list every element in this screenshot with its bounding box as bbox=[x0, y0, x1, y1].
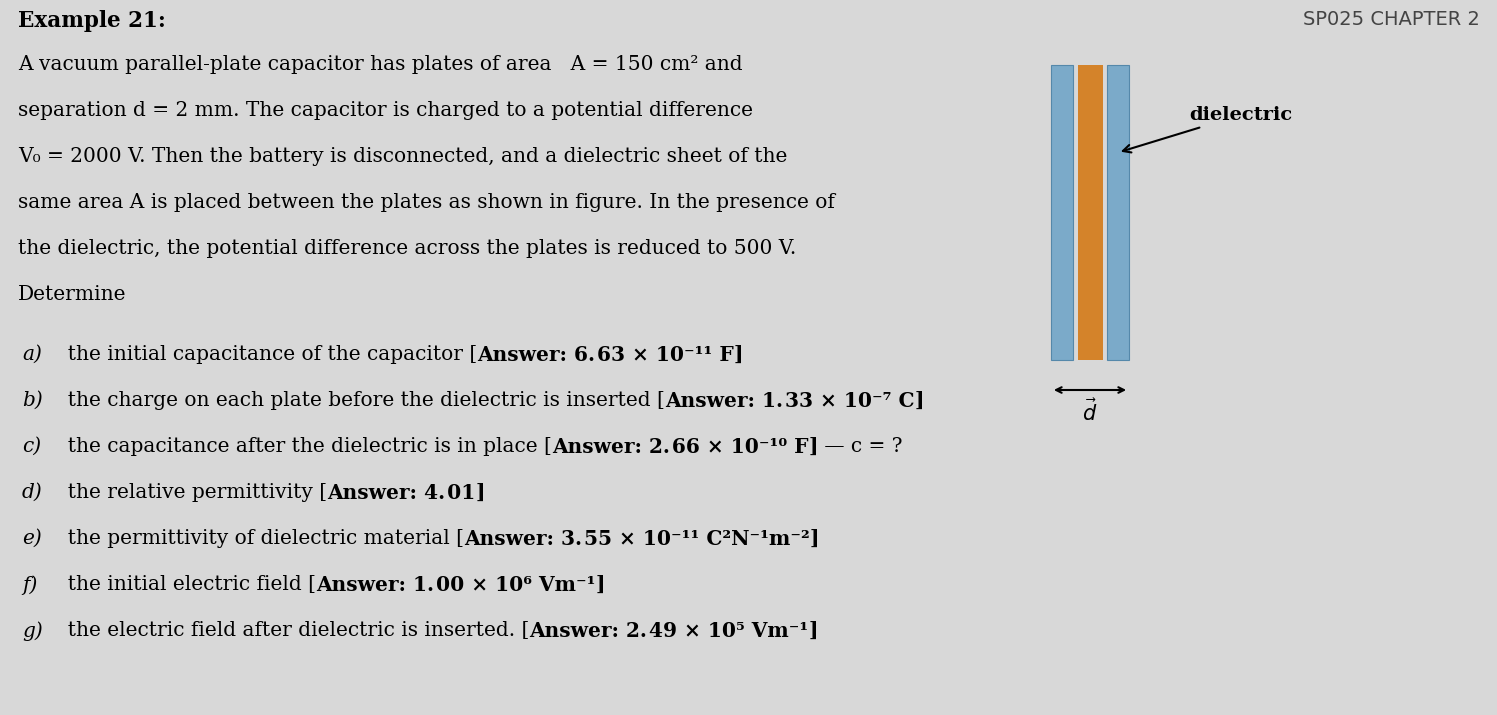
Text: dielectric: dielectric bbox=[1123, 106, 1292, 152]
Text: ]: ] bbox=[810, 529, 819, 549]
Text: Answer: 3. 55 × 10⁻¹¹ C²N⁻¹m⁻²: Answer: 3. 55 × 10⁻¹¹ C²N⁻¹m⁻² bbox=[464, 529, 810, 549]
Text: ]: ] bbox=[476, 483, 485, 503]
Text: V₀ = 2000 V. Then the battery is disconnected, and a dielectric sheet of the: V₀ = 2000 V. Then the battery is disconn… bbox=[18, 147, 787, 166]
Text: b): b) bbox=[22, 391, 43, 410]
Text: Answer: 1. 33 × 10⁻⁷ C: Answer: 1. 33 × 10⁻⁷ C bbox=[665, 391, 915, 411]
Text: Answer: 4. 01: Answer: 4. 01 bbox=[328, 483, 476, 503]
Text: Answer: 1. 00 × 10⁶ Vm⁻¹: Answer: 1. 00 × 10⁶ Vm⁻¹ bbox=[316, 575, 596, 595]
Text: Answer: 2. 49 × 10⁵ Vm⁻¹: Answer: 2. 49 × 10⁵ Vm⁻¹ bbox=[530, 621, 808, 641]
Text: Answer: 2. 66 × 10⁻¹⁰ F: Answer: 2. 66 × 10⁻¹⁰ F bbox=[552, 437, 808, 457]
Text: the initial electric field [: the initial electric field [ bbox=[55, 575, 316, 594]
Text: d): d) bbox=[22, 483, 43, 502]
Text: same area A is placed between the plates as shown in figure. In the presence of: same area A is placed between the plates… bbox=[18, 193, 835, 212]
Text: the initial capacitance of the capacitor [: the initial capacitance of the capacitor… bbox=[55, 345, 478, 364]
Text: g): g) bbox=[22, 621, 43, 641]
Bar bbox=[1051, 65, 1073, 360]
Text: Answer: 6. 63 × 10⁻¹¹ F: Answer: 6. 63 × 10⁻¹¹ F bbox=[478, 345, 734, 365]
Text: ]: ] bbox=[734, 345, 744, 365]
Text: the capacitance after the dielectric is in place [: the capacitance after the dielectric is … bbox=[55, 437, 552, 456]
Text: Determine: Determine bbox=[18, 285, 127, 304]
Bar bbox=[1078, 65, 1103, 360]
Text: Example 21:: Example 21: bbox=[18, 10, 166, 32]
Text: the electric field after dielectric is inserted. [: the electric field after dielectric is i… bbox=[55, 621, 530, 640]
Text: ]: ] bbox=[808, 621, 819, 641]
Text: SP025 CHAPTER 2: SP025 CHAPTER 2 bbox=[1302, 10, 1481, 29]
Text: A vacuum parallel-plate capacitor has plates of area   A = 150 cm² and: A vacuum parallel-plate capacitor has pl… bbox=[18, 55, 743, 74]
Text: f): f) bbox=[22, 575, 37, 595]
Text: the charge on each plate before the dielectric is inserted [: the charge on each plate before the diel… bbox=[55, 391, 665, 410]
Text: the dielectric, the potential difference across the plates is reduced to 500 V.: the dielectric, the potential difference… bbox=[18, 239, 796, 258]
Text: a): a) bbox=[22, 345, 42, 364]
Text: ]: ] bbox=[808, 437, 817, 457]
Text: $\vec{d}$: $\vec{d}$ bbox=[1082, 398, 1097, 425]
Bar bbox=[1106, 65, 1129, 360]
Text: — c = ?: — c = ? bbox=[817, 437, 903, 456]
Text: ]: ] bbox=[596, 575, 605, 595]
Text: the relative permittivity [: the relative permittivity [ bbox=[55, 483, 328, 502]
Text: separation d = 2 mm. The capacitor is charged to a potential difference: separation d = 2 mm. The capacitor is ch… bbox=[18, 101, 753, 120]
Text: the permittivity of dielectric material [: the permittivity of dielectric material … bbox=[55, 529, 464, 548]
Text: e): e) bbox=[22, 529, 42, 548]
Text: ]: ] bbox=[915, 391, 924, 411]
Text: c): c) bbox=[22, 437, 40, 456]
